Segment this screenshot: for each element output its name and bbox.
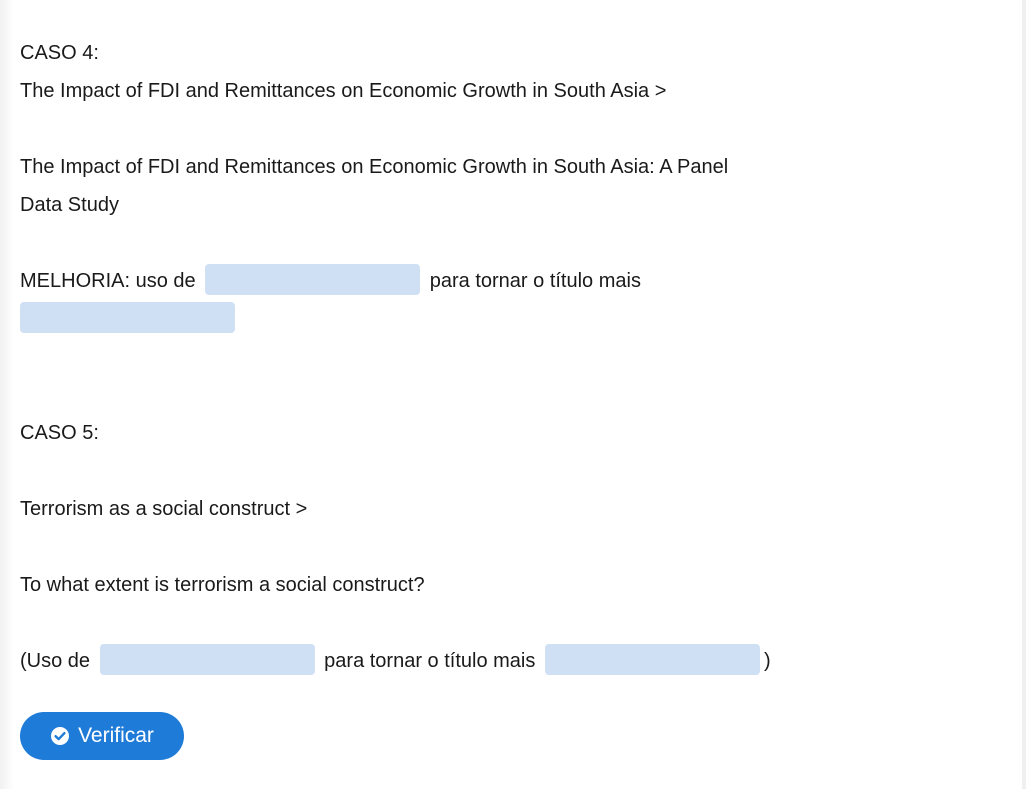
case4-improved-title-line2: Data Study	[20, 194, 119, 216]
case5-usage-middle: para tornar o título mais	[324, 650, 536, 672]
case4-improved-title-line1: The Impact of FDI and Remittances on Eco…	[20, 156, 729, 178]
case5-blank-2[interactable]	[544, 644, 760, 676]
case4-improvement-prefix: MELHORIA: uso de	[20, 270, 196, 292]
case4-original-title: The Impact of FDI and Remittances on Eco…	[20, 80, 667, 102]
spacer	[20, 376, 1010, 414]
case5-improved-title: To what extent is terrorism a social con…	[20, 574, 425, 596]
case5-heading: CASO 5:	[20, 422, 99, 444]
top-spacer	[20, 0, 1010, 34]
check-circle-icon	[50, 726, 70, 746]
case5-original-title: Terrorism as a social construct >	[20, 498, 308, 520]
case4-improvement-line: MELHORIA: uso de para tornar o título ma…	[20, 262, 1010, 300]
exercise-content: CASO 4: The Impact of FDI and Remittance…	[20, 0, 1010, 680]
spacer	[20, 110, 1010, 148]
spacer	[20, 338, 1010, 376]
case4-heading: CASO 4:	[20, 42, 99, 64]
case5-usage-suffix: )	[763, 650, 771, 672]
spacer	[20, 452, 1010, 490]
case4-improvement-line2	[20, 300, 1010, 338]
case5-usage-prefix: (Uso de	[20, 650, 91, 672]
spacer	[20, 224, 1010, 262]
page-left-shadow	[0, 0, 14, 789]
case4-blank-2[interactable]	[20, 302, 235, 334]
case5-usage-line: (Uso de para tornar o título mais )	[20, 642, 1010, 680]
case4-blank-1[interactable]	[205, 264, 421, 296]
case4-improvement-middle: para tornar o título mais	[429, 270, 641, 292]
spacer	[20, 604, 1010, 642]
case5-blank-1[interactable]	[99, 644, 315, 676]
verify-button-label: Verificar	[78, 724, 154, 747]
page-scroll-edge	[1022, 0, 1026, 789]
verify-button[interactable]: Verificar	[20, 712, 184, 760]
spacer	[20, 528, 1010, 566]
